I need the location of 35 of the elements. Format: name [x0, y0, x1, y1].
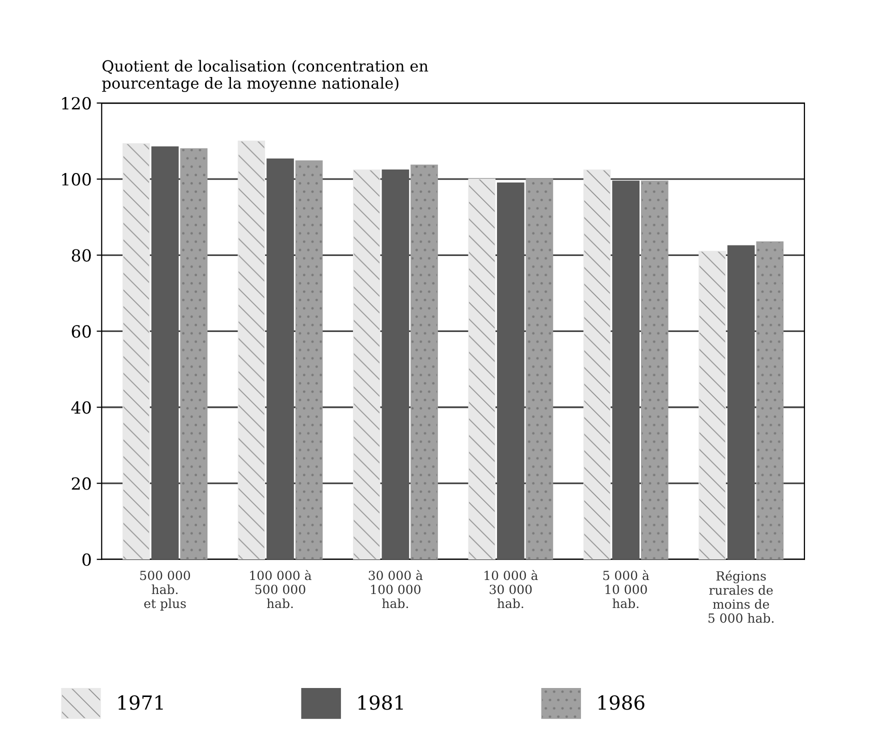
y-tick-label: 20 — [72, 477, 91, 490]
bar — [352, 170, 380, 560]
bar — [468, 178, 496, 560]
x-tick-label: 500 000 hab. et plus — [140, 570, 190, 611]
bar — [583, 170, 611, 560]
bar — [295, 160, 323, 560]
bar — [266, 158, 294, 560]
y-axis-title: Quotient de localisation (concentration en pourcentage de la moyenne nationale) — [102, 60, 428, 92]
y-tick-label: 120 — [62, 97, 91, 110]
bar — [410, 164, 438, 560]
legend-label: 1986 — [598, 695, 644, 710]
bar — [151, 146, 179, 560]
bar — [727, 245, 755, 560]
bar — [526, 178, 554, 560]
y-tick-label: 0 — [82, 553, 91, 566]
y-tick-label: 40 — [71, 401, 91, 414]
bar — [698, 250, 726, 560]
legend-label: 1981 — [358, 695, 403, 710]
x-tick-label: 5 000 à 10 000 hab. — [603, 570, 650, 608]
bar — [496, 182, 524, 560]
y-tick-label: 100 — [62, 173, 91, 186]
x-tick-label: Régions rurales de moins de 5 000 hab. — [708, 570, 774, 623]
bar — [180, 148, 208, 560]
x-tick-label: 100 000 à 500 000 hab. — [250, 570, 312, 608]
bar — [122, 143, 150, 560]
y-tick-label: 60 — [72, 325, 91, 338]
bar — [641, 180, 668, 560]
bar — [238, 140, 266, 560]
bar — [756, 241, 784, 560]
legend-label: 1971 — [118, 695, 163, 710]
y-tick-label: 80 — [72, 249, 91, 262]
x-tick-label: 30 000 à 100 000 hab. — [368, 570, 423, 608]
x-tick-label: 10 000 à 30 000 hab. — [484, 570, 538, 608]
bar — [382, 170, 410, 560]
bar — [612, 180, 640, 560]
